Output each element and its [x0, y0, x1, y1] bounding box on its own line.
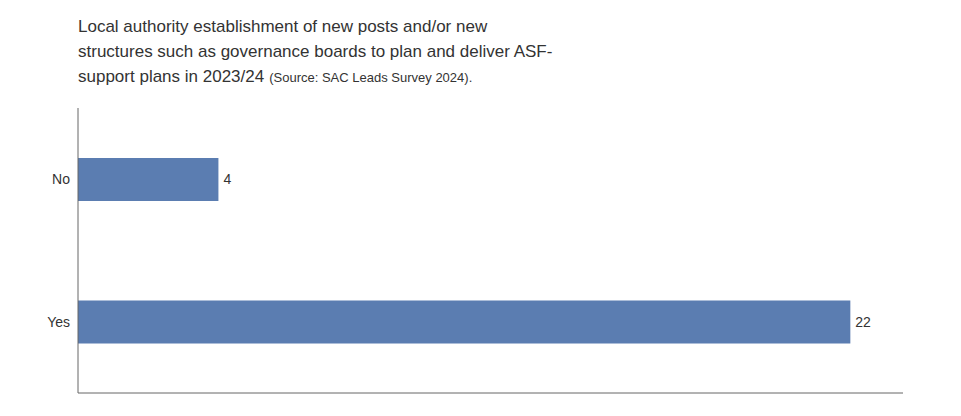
svg-text:4: 4 [223, 171, 231, 187]
html-text:Local authority establishment: Local authority establishment of new pos… [78, 17, 488, 36]
html-text:support plans in 2023/24 (Sour: support plans in 2023/24 (Source: SAC Le… [78, 67, 473, 86]
svg-text:22: 22 [855, 314, 871, 330]
html-text:structures such as governance: structures such as governance boards to … [78, 42, 553, 61]
svg-text:Yes: Yes [47, 314, 70, 330]
svg-text:No: No [52, 171, 70, 187]
